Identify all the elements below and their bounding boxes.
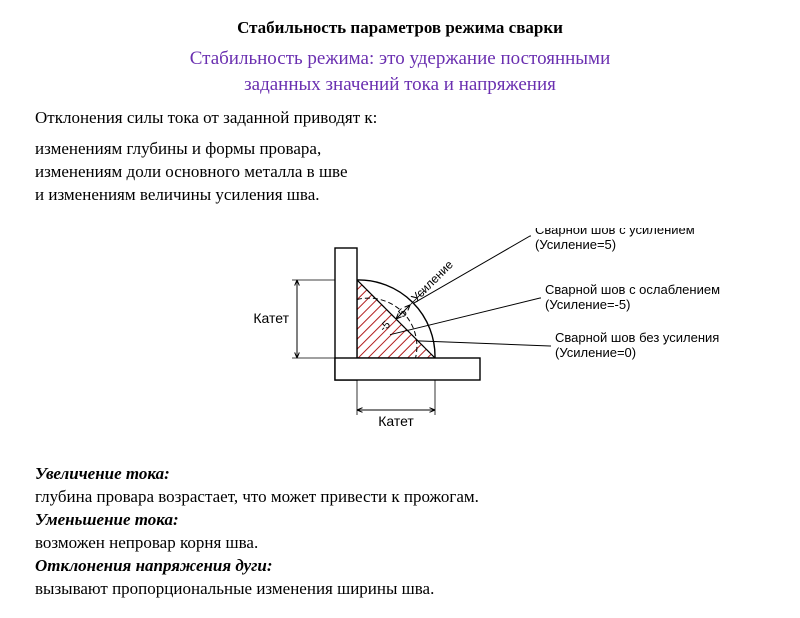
page-title: Стабильность параметров режима сварки [0, 18, 800, 38]
bottom-block: Увеличение тока: глубина провара возраст… [35, 463, 479, 601]
svg-text:Сварной шов с ослаблением: Сварной шов с ослаблением [545, 282, 720, 297]
svg-text:(Усиление=5): (Усиление=5) [535, 237, 616, 252]
list-line-3: и изменениям величины усиления шва. [35, 184, 770, 207]
text-decrease: возможен непровар корня шва. [35, 532, 479, 555]
svg-text:Катет: Катет [378, 413, 414, 429]
subtitle-line-2: заданных значений тока и напряжения [244, 74, 556, 95]
svg-text:Сварной шов без усиления: Сварной шов без усиления [555, 330, 719, 345]
list-line-1: изменениям глубины и формы провара, [35, 138, 770, 161]
lead-text: Отклонения силы тока от заданной приводя… [35, 107, 770, 130]
weld-diagram: КатетКатет5Усиление-5Сварной шов с усиле… [230, 228, 770, 458]
effects-list: изменениям глубины и формы провара, изме… [35, 138, 770, 207]
heading-increase: Увеличение тока: [35, 464, 170, 483]
heading-decrease: Уменьшение тока: [35, 510, 179, 529]
text-increase: глубина провара возрастает, что может пр… [35, 486, 479, 509]
svg-text:(Усиление=-5): (Усиление=-5) [545, 297, 630, 312]
svg-text:Катет: Катет [253, 310, 289, 326]
subtitle: Стабильность режима: это удержание посто… [0, 46, 800, 97]
list-line-2: изменениям доли основного металла в шве [35, 161, 770, 184]
svg-text:Сварной шов с усилением: Сварной шов с усилением [535, 228, 695, 237]
svg-text:Усиление: Усиление [408, 257, 456, 305]
text-voltage: вызывают пропорциональные изменения шири… [35, 578, 479, 601]
svg-text:(Усиление=0): (Усиление=0) [555, 345, 636, 360]
heading-voltage: Отклонения напряжения дуги: [35, 556, 273, 575]
subtitle-line-1: Стабильность режима: это удержание посто… [190, 48, 611, 69]
